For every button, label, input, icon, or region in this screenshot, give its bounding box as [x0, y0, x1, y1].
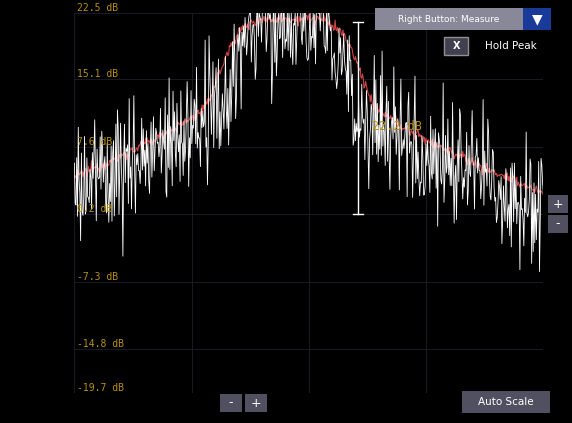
Text: Hold Peak: Hold Peak	[485, 41, 537, 51]
Text: 0.2 dB: 0.2 dB	[77, 204, 112, 214]
Text: +: +	[553, 198, 563, 211]
Text: ▼: ▼	[532, 12, 542, 26]
Text: 22.2 dB: 22.2 dB	[372, 120, 422, 133]
Text: -19.7 dB: -19.7 dB	[77, 383, 124, 393]
Text: 15.1 dB: 15.1 dB	[77, 69, 118, 80]
Text: 7.6 dB: 7.6 dB	[77, 137, 112, 147]
Text: X: X	[452, 41, 460, 51]
Text: -14.8 dB: -14.8 dB	[77, 339, 124, 349]
Text: -7.3 dB: -7.3 dB	[77, 272, 118, 282]
Text: +: +	[251, 396, 261, 409]
Text: -: -	[556, 217, 560, 231]
Text: Right Button: Measure: Right Button: Measure	[398, 14, 500, 24]
Text: Auto Scale: Auto Scale	[478, 397, 534, 407]
Text: 22.5 dB: 22.5 dB	[77, 3, 118, 13]
Text: -: -	[229, 396, 233, 409]
Bar	[444, 37, 468, 55]
